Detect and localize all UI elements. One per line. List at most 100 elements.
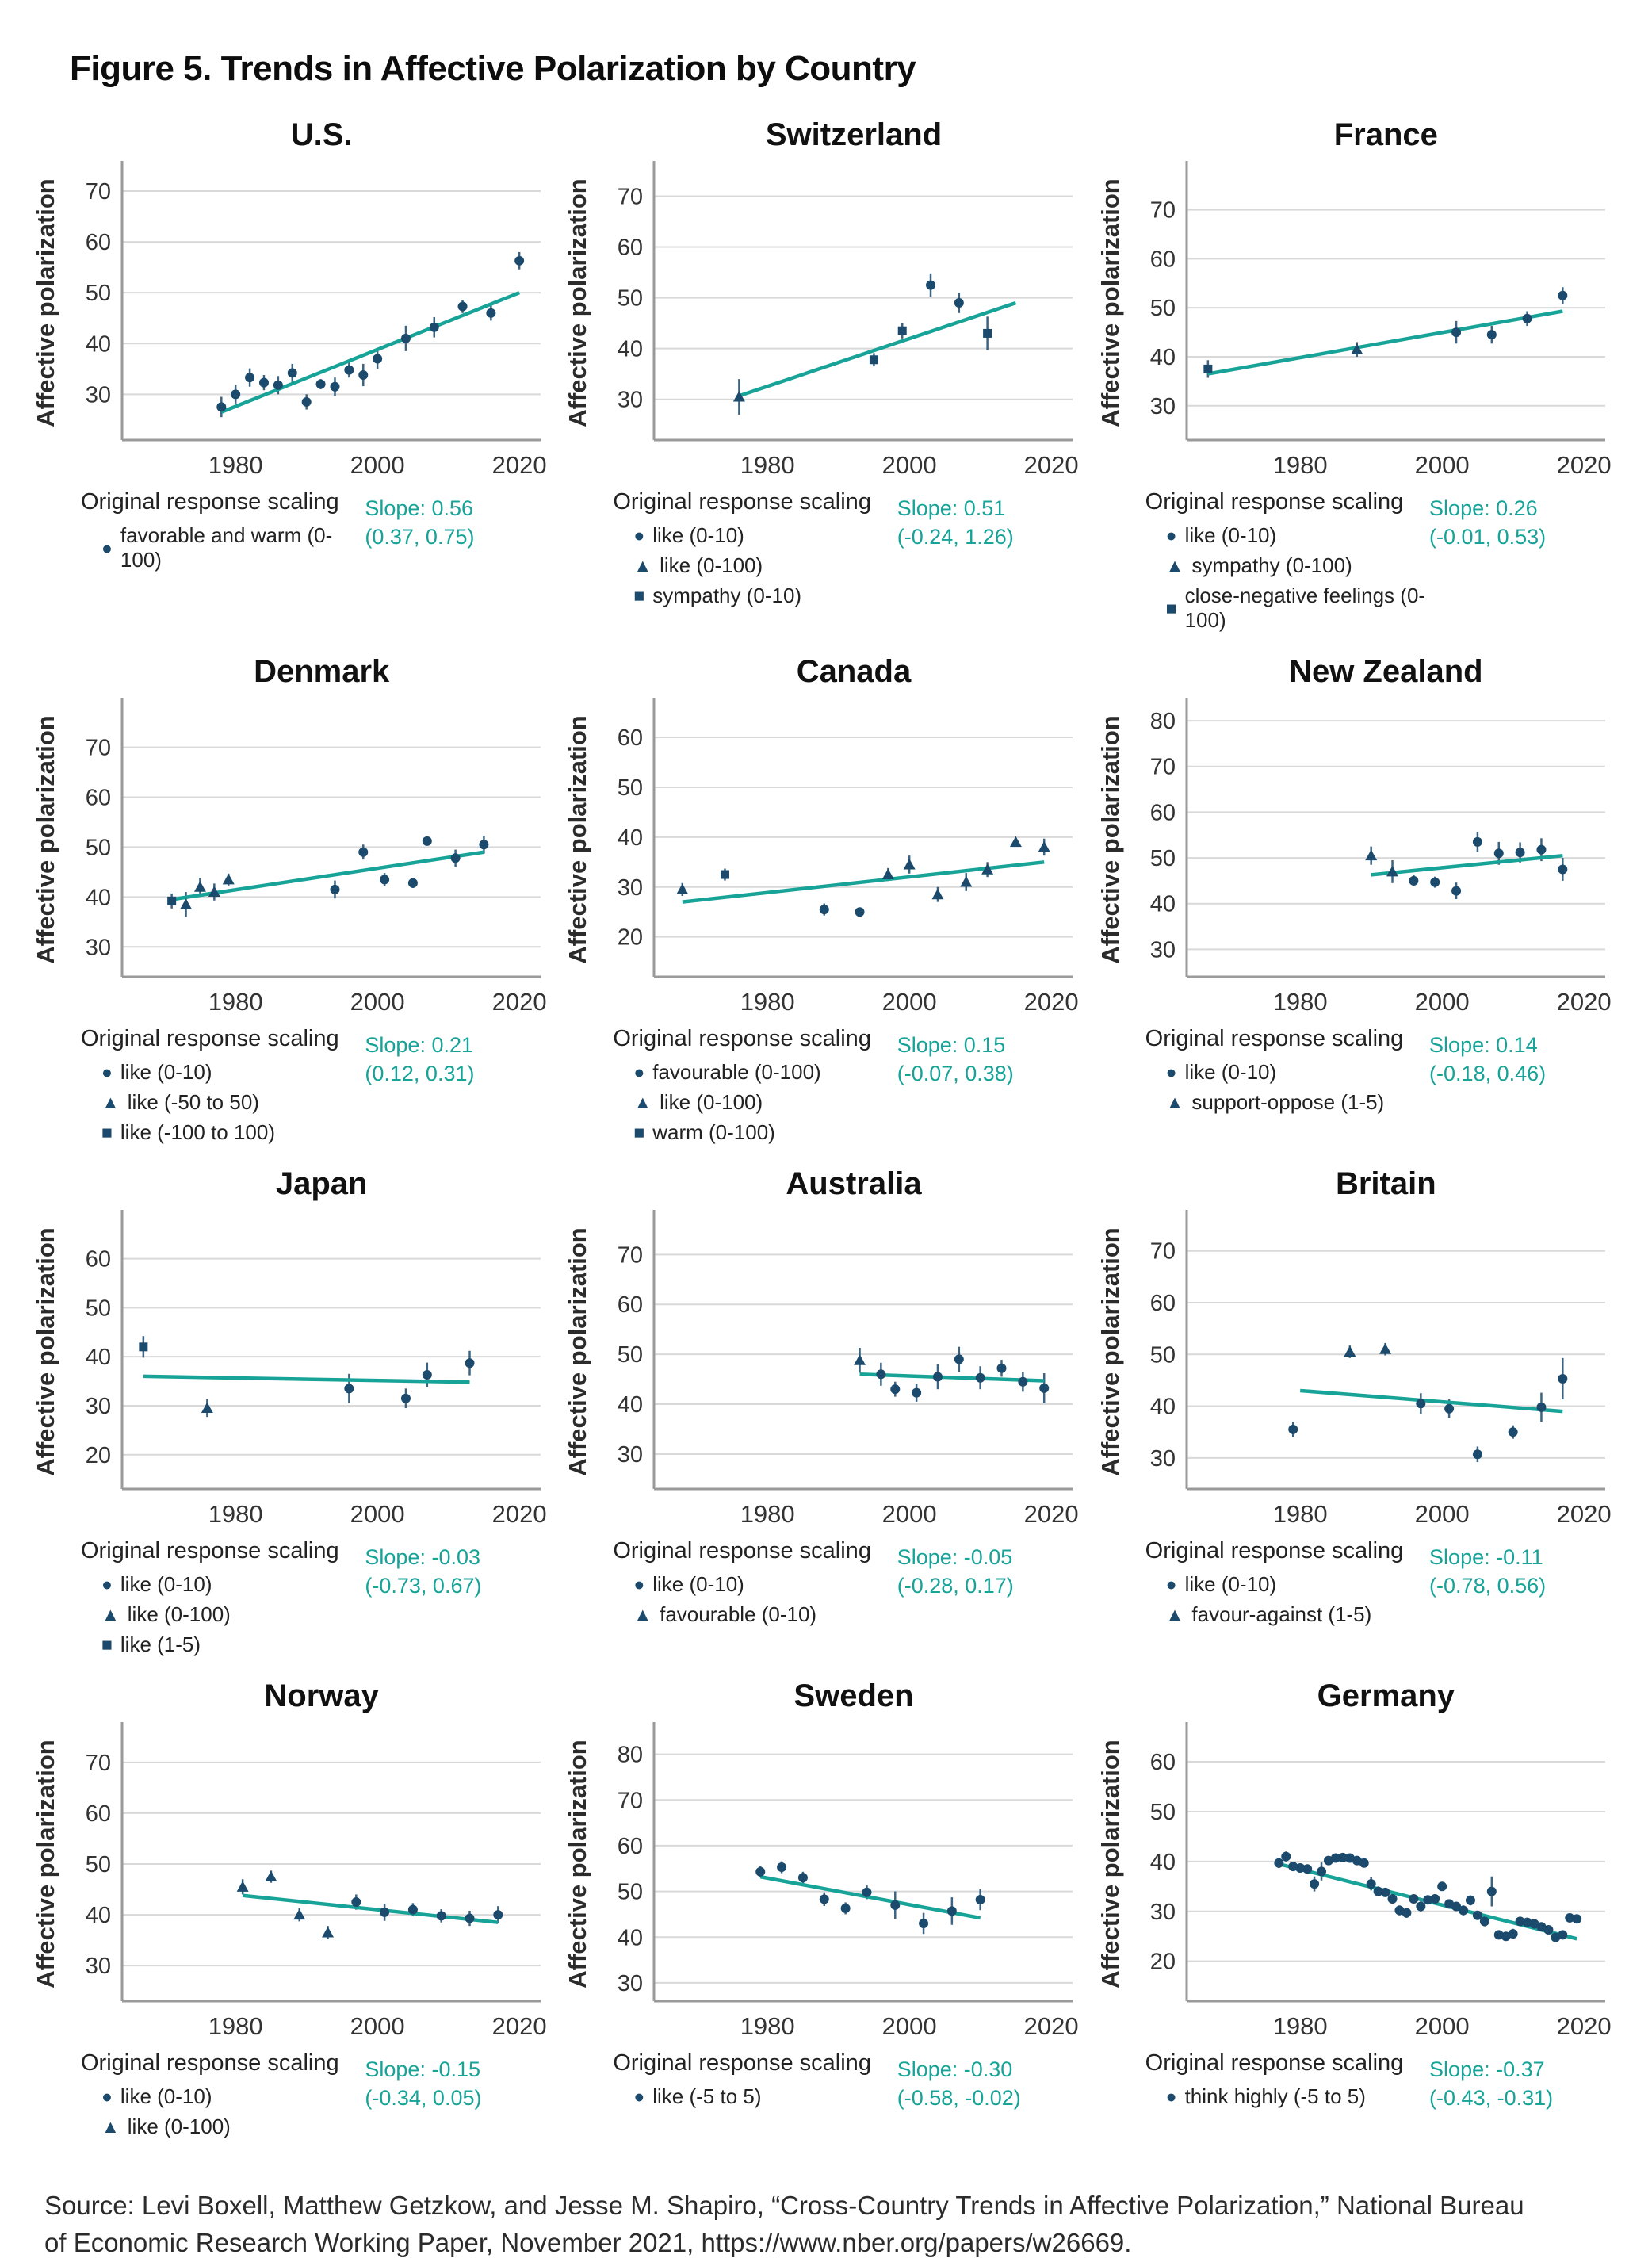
x-tick-label: 2020 xyxy=(492,988,547,1016)
data-point-circle xyxy=(1429,877,1440,887)
legend-left: Original response scaling ● like (0-10) ▲ fa… xyxy=(613,1538,897,1632)
trend-line xyxy=(682,860,1045,904)
legend-item: ▲ favourable (0-10) xyxy=(633,1602,897,1627)
data-point-triangle xyxy=(1350,343,1363,354)
data-point-circle xyxy=(1472,836,1482,847)
x-tick-label: 2020 xyxy=(1556,451,1611,479)
data-point-circle xyxy=(301,396,312,407)
legend-marker-square-icon: ■ xyxy=(1165,597,1177,618)
legend-item-label: like (0-100) xyxy=(127,2115,231,2138)
x-tick-label: 1980 xyxy=(208,451,263,479)
legend-block: Original response scaling ● like (0-10) ▲ fa… xyxy=(613,1538,1086,1632)
data-point-circle xyxy=(820,905,830,915)
data-point-circle xyxy=(954,298,965,308)
trend-line xyxy=(143,1374,470,1384)
slope-annotation: Slope: -0.37 (-0.43, -0.31) xyxy=(1429,2050,1619,2115)
data-point-circle xyxy=(855,907,865,917)
data-point-circle xyxy=(287,368,297,378)
slope-annotation: Slope: 0.56 (0.37, 0.75) xyxy=(365,489,554,578)
panel-switzerland: Switzerland Affective polarization 30 40 50 6… xyxy=(565,109,1086,638)
panel-canada: Canada Affective polarization 20 30 40 50 60 19… xyxy=(565,646,1086,1150)
y-tick-label: 30 xyxy=(1149,937,1175,963)
legend-item-label: favourable (0-10) xyxy=(660,1602,817,1626)
legend-item: ● like (0-10) xyxy=(1166,1572,1429,1597)
legend-left: Original response scaling ● like (0-10) ▲ fa… xyxy=(1145,1538,1429,1632)
y-tick-label: 50 xyxy=(618,1880,643,1905)
slope-ci: (-0.34, 0.05) xyxy=(365,2086,482,2111)
slope-value: Slope: 0.15 xyxy=(897,1033,1006,1057)
data-point-triangle xyxy=(322,1927,335,1938)
source-line-2: of Economic Research Working Paper, Nove… xyxy=(44,2227,1132,2257)
legend-left: Original response scaling ● like (0-10) ▲ li… xyxy=(81,1538,365,1663)
y-tick-label: 30 xyxy=(1149,1446,1175,1472)
x-tick-label: 1980 xyxy=(208,2012,263,2040)
x-tick-label: 2000 xyxy=(1414,451,1469,479)
data-point-circle xyxy=(216,402,227,412)
legend-item-label: like (0-100) xyxy=(660,553,763,577)
legend-item: ● like (0-10) xyxy=(633,1572,897,1597)
y-tick-label: 60 xyxy=(1149,247,1175,272)
legend-marker-circle-icon: ● xyxy=(633,525,645,545)
data-point-triangle xyxy=(882,868,895,880)
data-point-triangle xyxy=(1386,865,1398,877)
data-point-circle xyxy=(1409,1894,1419,1904)
x-tick-label: 2020 xyxy=(492,1500,547,1528)
legend-marker-triangle-icon: ▲ xyxy=(633,1604,652,1625)
legend-item-label: like (0-10) xyxy=(120,2084,212,2108)
slope-annotation: Slope: -0.11 (-0.78, 0.56) xyxy=(1429,1538,1619,1632)
data-point-circle xyxy=(1458,1905,1468,1916)
y-tick-label: 40 xyxy=(1149,345,1175,370)
legend-item-label: like (0-10) xyxy=(1184,1060,1277,1084)
legend-marker-triangle-icon: ▲ xyxy=(1165,1604,1184,1625)
data-point-circle xyxy=(1039,1383,1050,1393)
data-point-circle xyxy=(258,377,269,388)
data-point-square xyxy=(721,870,730,879)
data-point-circle xyxy=(422,836,432,846)
chart-france: Affective polarization 30 40 50 60 70 1980 2000… xyxy=(1098,161,1611,479)
x-tick-label: 1980 xyxy=(1272,988,1327,1016)
data-point-circle xyxy=(1280,1851,1291,1862)
x-tick-label: 2000 xyxy=(882,1500,937,1528)
y-tick-label: 40 xyxy=(86,885,111,910)
panel-title: Britain xyxy=(1335,1166,1436,1201)
data-point-circle xyxy=(465,1358,475,1368)
slope-annotation: Slope: -0.03 (-0.73, 0.67) xyxy=(365,1538,554,1663)
legend-marker-circle-icon: ● xyxy=(633,2086,645,2107)
data-point-circle xyxy=(1557,1930,1567,1940)
y-tick-label: 40 xyxy=(86,331,111,357)
data-point-triangle xyxy=(931,888,944,900)
legend-item-label: favourable (0-100) xyxy=(652,1060,821,1084)
legend-item-label: like (0-10) xyxy=(120,1060,212,1084)
data-point-triangle xyxy=(1343,1345,1356,1357)
x-tick-label: 1980 xyxy=(1272,1500,1327,1528)
data-point-circle xyxy=(820,1894,830,1904)
x-tick-label: 1980 xyxy=(208,988,263,1016)
data-point-circle xyxy=(1536,1402,1547,1412)
panel-title: Sweden xyxy=(793,1678,914,1713)
y-tick-label: 60 xyxy=(86,1801,111,1827)
legend-left: Original response scaling ● like (0-10) ▲ sy… xyxy=(1145,489,1429,638)
y-axis-label: Affective polarization xyxy=(1098,715,1124,964)
x-tick-label: 2020 xyxy=(1556,2012,1611,2040)
data-point-circle xyxy=(890,1900,901,1910)
y-tick-label: 70 xyxy=(618,1242,643,1268)
panel-australia: Australia Affective polarization 30 40 50 60 7… xyxy=(565,1158,1086,1663)
legend-item: ▲ like (0-100) xyxy=(633,1090,897,1115)
legend-marker-circle-icon: ● xyxy=(101,1574,113,1594)
x-tick-label: 1980 xyxy=(208,1500,263,1528)
y-tick-label: 30 xyxy=(86,1954,111,1979)
legend-item-label: like (-50 to 50) xyxy=(127,1090,259,1114)
x-tick-label: 2020 xyxy=(1556,988,1611,1016)
data-point-circle xyxy=(315,379,326,389)
y-tick-label: 70 xyxy=(618,1788,643,1813)
trend-line xyxy=(859,1372,1045,1383)
data-point-circle xyxy=(1294,1863,1305,1874)
y-tick-label: 30 xyxy=(1149,1900,1175,1925)
panel-denmark: Denmark Affective polarization 30 40 50 60 70 1… xyxy=(33,646,554,1150)
data-point-circle xyxy=(1380,1887,1390,1897)
legend-item-label: think highly (-5 to 5) xyxy=(1184,2084,1366,2108)
legend-item: ● like (0-10) xyxy=(101,1572,365,1597)
legend-item: ● think highly (-5 to 5) xyxy=(1166,2084,1429,2109)
x-tick-label: 2020 xyxy=(1024,988,1079,1016)
data-point-circle xyxy=(373,354,383,364)
